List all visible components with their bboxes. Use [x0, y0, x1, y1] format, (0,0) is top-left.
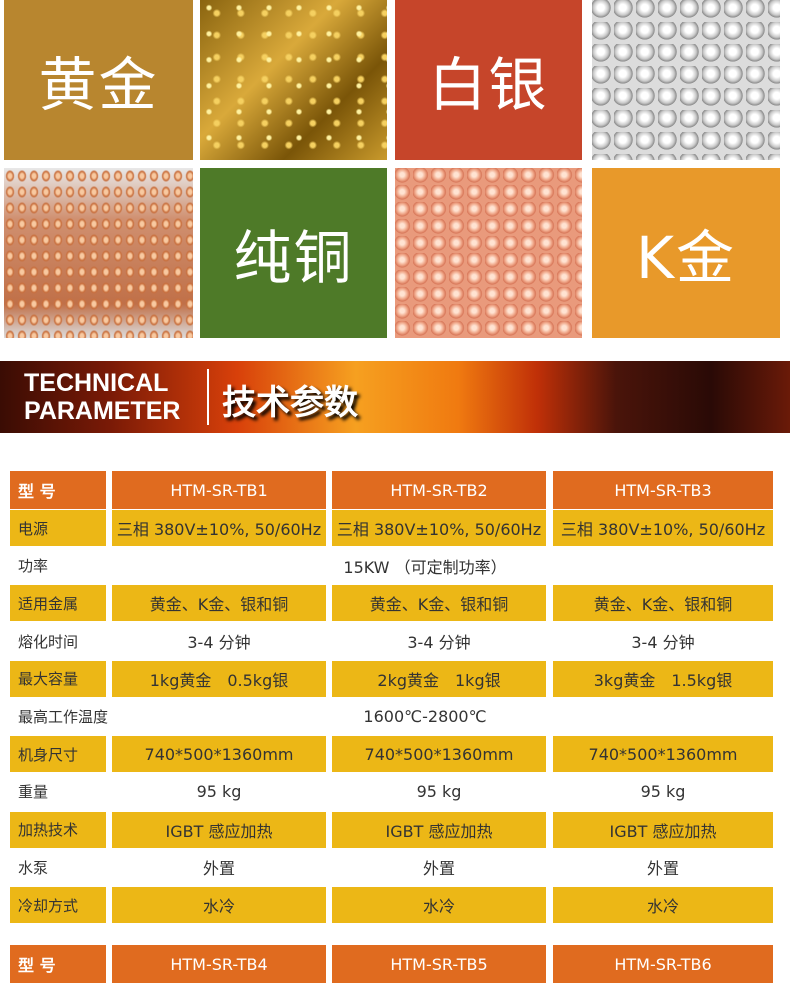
silver-balls-photo [592, 0, 780, 160]
silver-tile: 白银 [395, 0, 582, 160]
row-label: 熔化时间 [18, 632, 79, 651]
row-value: 740*500*1360mm [553, 736, 773, 773]
row-value-merged: 15KW （可定制功率） [343, 557, 507, 577]
header-label: 型 号 [10, 471, 106, 509]
row-value: IGBT 感应加热 [112, 811, 326, 848]
row-label: 最大容量 [10, 660, 106, 697]
gold-nuggets-photo [200, 0, 387, 160]
model-header: HTM-SR-TB4 [112, 945, 326, 983]
row-value: 三相 380V±10%, 50/60Hz [332, 510, 546, 546]
row-value: 1kg黄金 0.5kg银 [112, 660, 326, 697]
row-label: 功率 [18, 557, 49, 576]
row-value: 三相 380V±10%, 50/60Hz [112, 510, 326, 546]
row-value: 外置 [202, 859, 235, 879]
row-value: IGBT 感应加热 [332, 811, 546, 848]
row-value: IGBT 感应加热 [553, 811, 773, 848]
kgold-tile: K金 [592, 168, 780, 338]
technical-parameter-banner: TECHNICAL PARAMETER 技术参数 [0, 361, 790, 433]
row-value: 740*500*1360mm [332, 736, 546, 773]
row-value: 3-4 分钟 [407, 633, 471, 653]
row-label: 冷却方式 [10, 887, 106, 923]
row-value: 黄金、K金、银和铜 [553, 585, 773, 622]
row-value: 95 kg [196, 782, 242, 802]
row-value: 3kg黄金 1.5kg银 [553, 660, 773, 697]
row-value: 3-4 分钟 [187, 633, 251, 653]
banner-line2: PARAMETER [24, 397, 181, 425]
banner-line1: TECHNICAL [24, 369, 169, 397]
row-value: 外置 [422, 859, 455, 879]
row-value-merged: 1600℃-2800℃ [363, 707, 487, 726]
model-header: HTM-SR-TB5 [332, 945, 546, 983]
row-label: 电源 [10, 510, 106, 546]
copper-pellets-photo [4, 168, 193, 338]
copper-granules-photo [395, 168, 582, 338]
row-label: 加热技术 [10, 811, 106, 848]
row-value: 95 kg [416, 782, 462, 802]
row-value: 黄金、K金、银和铜 [112, 585, 326, 622]
model-header: HTM-SR-TB3 [553, 471, 773, 509]
row-value: 740*500*1360mm [112, 736, 326, 773]
header-label: 型 号 [10, 945, 106, 983]
banner-english-title: TECHNICAL PARAMETER [24, 369, 180, 425]
model-header: HTM-SR-TB1 [112, 471, 326, 509]
row-label: 适用金属 [10, 585, 106, 622]
row-value: 95 kg [640, 782, 686, 802]
row-value: 2kg黄金 1kg银 [332, 660, 546, 697]
row-value: 水冷 [332, 887, 546, 923]
row-label: 重量 [18, 783, 49, 802]
row-value: 3-4 分钟 [631, 633, 695, 653]
copper-tile: 纯铜 [200, 168, 387, 338]
row-value: 黄金、K金、银和铜 [332, 585, 546, 622]
row-value: 三相 380V±10%, 50/60Hz [553, 510, 773, 546]
model-header: HTM-SR-TB2 [332, 471, 546, 509]
banner-divider [207, 369, 209, 425]
row-label: 最高工作温度 [18, 708, 109, 726]
row-label: 机身尺寸 [10, 736, 106, 773]
banner-chinese-title: 技术参数 [222, 383, 358, 423]
model-header: HTM-SR-TB6 [553, 945, 773, 983]
row-label: 水泵 [18, 858, 49, 877]
row-value: 水冷 [112, 887, 326, 923]
row-value: 水冷 [553, 887, 773, 923]
row-value: 外置 [646, 859, 679, 879]
gold-tile: 黄金 [4, 0, 193, 160]
